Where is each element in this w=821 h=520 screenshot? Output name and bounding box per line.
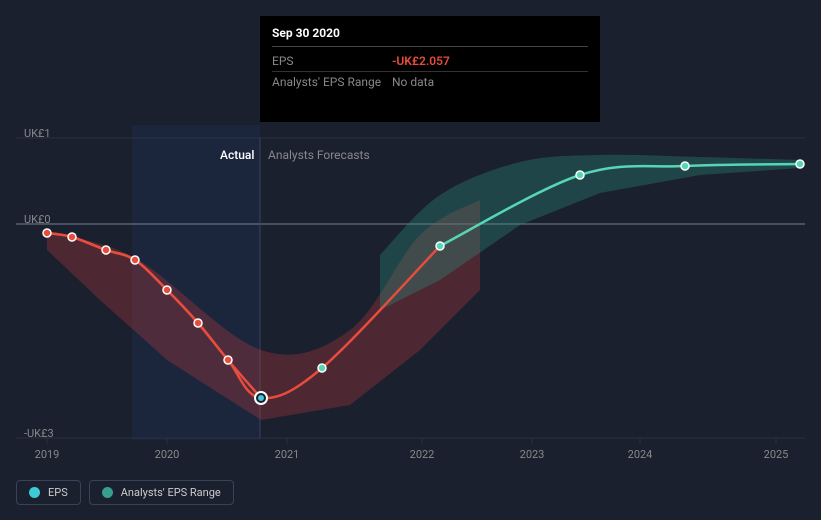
eps-chart: Sep 30 2020 EPS -UK£2.057 Analysts' EPS … — [0, 0, 821, 520]
region-label-actual: Actual — [220, 148, 254, 162]
tooltip-row: Analysts' EPS Range No data — [272, 72, 588, 92]
legend-dot — [102, 487, 113, 498]
tooltip-date: Sep 30 2020 — [272, 26, 588, 47]
tooltip-label: EPS — [272, 54, 392, 68]
legend-item-eps[interactable]: EPS — [16, 480, 81, 505]
x-axis-label: 2019 — [35, 448, 60, 461]
legend-label: EPS — [48, 486, 68, 499]
x-axis-label: 2024 — [628, 448, 653, 461]
legend-dot — [29, 487, 40, 498]
x-axis-label: 2020 — [155, 448, 180, 461]
chart-tooltip: Sep 30 2020 EPS -UK£2.057 Analysts' EPS … — [260, 16, 600, 122]
tooltip-value: -UK£2.057 — [392, 54, 588, 68]
y-axis-label: -UK£3 — [24, 427, 54, 440]
y-axis-label: UK£1 — [24, 127, 51, 140]
y-axis-label: UK£0 — [24, 213, 51, 226]
legend-label: Analysts' EPS Range — [121, 486, 221, 499]
x-axis-label: 2025 — [764, 448, 789, 461]
tooltip-row: EPS -UK£2.057 — [272, 51, 588, 72]
legend: EPS Analysts' EPS Range — [16, 480, 234, 505]
x-axis-label: 2022 — [410, 448, 435, 461]
x-axis-label: 2023 — [520, 448, 545, 461]
x-axis-label: 2021 — [275, 448, 300, 461]
region-label-forecast: Analysts Forecasts — [268, 148, 370, 162]
tooltip-value: No data — [392, 75, 588, 89]
tooltip-label: Analysts' EPS Range — [272, 75, 392, 89]
legend-item-range[interactable]: Analysts' EPS Range — [89, 480, 234, 505]
